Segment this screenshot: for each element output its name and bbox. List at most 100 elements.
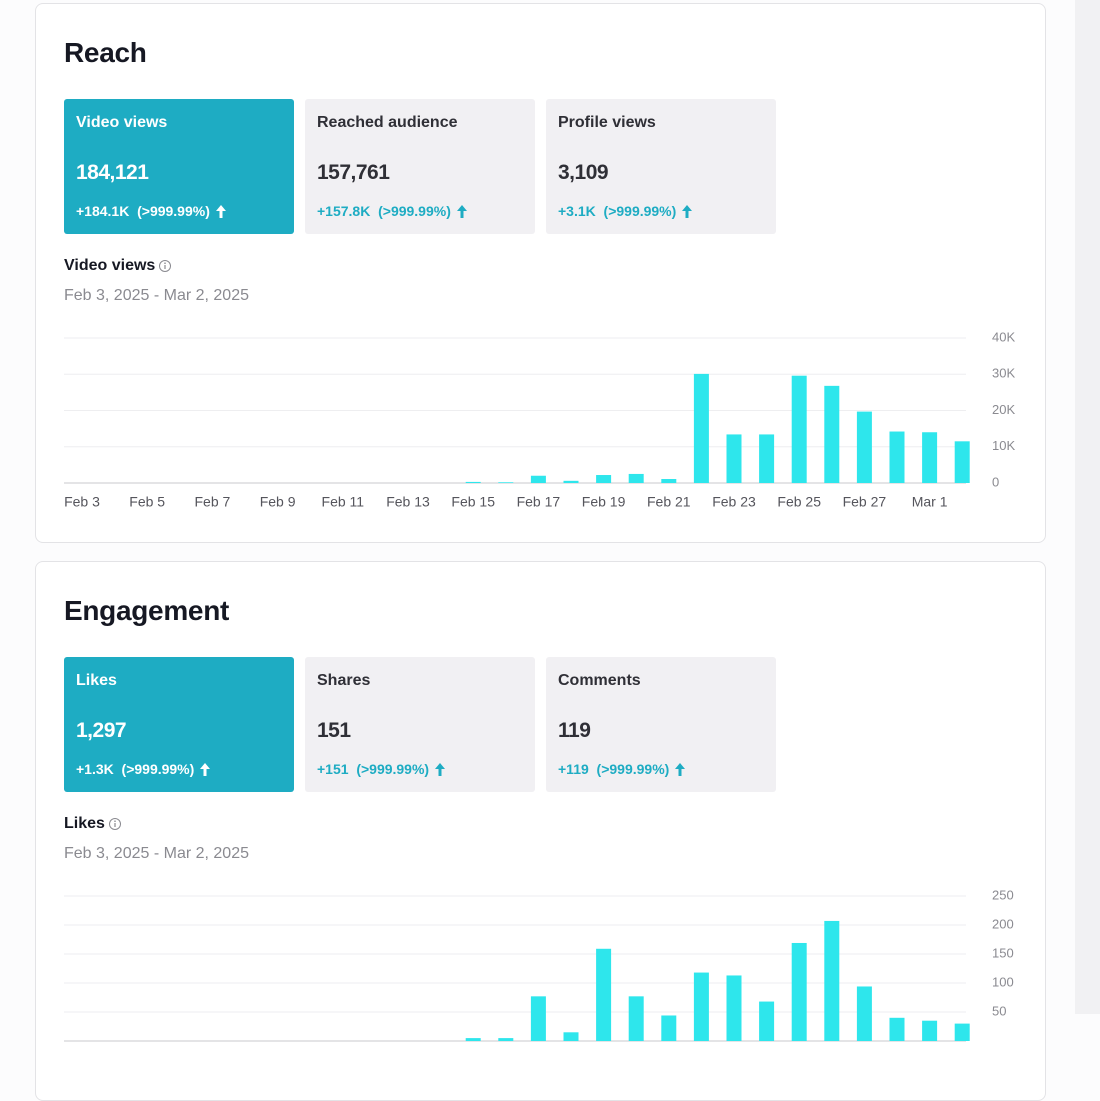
- metric-delta: +119 (>999.99%): [558, 761, 670, 777]
- up-arrow: [435, 762, 446, 776]
- y-tick-label: 50: [992, 1003, 1006, 1018]
- section-title: Engagement: [64, 595, 230, 626]
- chart-title-row: Video views: [64, 257, 172, 275]
- metric-delta-row: +157.8K (>999.99%): [317, 203, 467, 219]
- metric-delta: +157.8K (>999.99%): [317, 203, 451, 219]
- bar: [922, 432, 938, 483]
- metric-delta: +151 (>999.99%): [317, 761, 430, 777]
- bar: [563, 1032, 579, 1041]
- up-arrow-shape: [682, 204, 693, 218]
- bar: [465, 481, 481, 483]
- bar: [465, 1038, 481, 1041]
- x-tick-label: Feb 11: [322, 494, 365, 510]
- bar: [596, 948, 612, 1041]
- x-tick-label: Feb 15: [451, 494, 495, 510]
- metric-tile[interactable]: Comments 119 +119 (>999.99%): [546, 657, 776, 792]
- info-dot: [114, 820, 116, 822]
- y-tick-label: 200: [992, 916, 1014, 931]
- metric-delta-row: +1.3K (>999.99%): [76, 761, 211, 777]
- metric-tile[interactable]: Shares 151 +151 (>999.99%): [305, 657, 535, 792]
- y-tick-label: 30K: [992, 366, 1015, 381]
- y-tick-label: 40K: [992, 329, 1015, 344]
- up-arrow-shape: [456, 204, 467, 218]
- metric-delta: +1.3K (>999.99%): [76, 761, 195, 777]
- bar: [726, 434, 742, 483]
- metric-tile[interactable]: Reached audience 157,761 +157.8K (>999.99%…: [305, 99, 535, 234]
- info-icon: [159, 260, 172, 272]
- metric-delta-row: +3.1K (>999.99%): [558, 203, 693, 219]
- section-title: Reach: [64, 37, 147, 68]
- bar: [498, 1038, 514, 1041]
- up-arrow: [682, 204, 693, 218]
- chart-title: Video views: [64, 257, 156, 274]
- bar: [596, 475, 612, 483]
- y-tick-label: 150: [992, 945, 1014, 960]
- bar: [824, 920, 840, 1041]
- x-tick-label: Feb 7: [194, 494, 230, 510]
- metric-label: Reached audience: [317, 114, 458, 131]
- x-tick-label: Feb 23: [712, 494, 756, 510]
- scrollbar-track: [1075, 0, 1100, 1014]
- metric-tile[interactable]: Video views 184,121 +184.1K (>999.99%): [64, 99, 294, 234]
- metric-label: Shares: [317, 672, 371, 689]
- bar: [661, 1015, 677, 1041]
- bar: [824, 385, 840, 483]
- up-arrow-shape: [215, 204, 226, 218]
- x-tick-label: Mar 1: [912, 494, 948, 510]
- y-tick-label: 10K: [992, 438, 1015, 453]
- x-tick-label: Feb 25: [777, 494, 821, 510]
- x-tick-label: Feb 13: [386, 494, 430, 510]
- up-arrow-shape: [435, 762, 446, 776]
- up-arrow-shape: [675, 762, 686, 776]
- info-dot: [164, 262, 167, 264]
- metric-delta-row: +151 (>999.99%): [317, 761, 446, 777]
- x-tick-label: Feb 9: [260, 494, 296, 510]
- metric-label: Profile views: [558, 114, 656, 131]
- metric-label: Comments: [558, 672, 641, 689]
- chart-subtitle: Feb 3, 2025 - Mar 2, 2025: [64, 845, 249, 862]
- x-tick-label: Feb 19: [582, 494, 626, 510]
- chart-subtitle: Feb 3, 2025 - Mar 2, 2025: [64, 287, 249, 304]
- up-arrow: [456, 204, 467, 218]
- y-tick-label: 0: [992, 474, 999, 489]
- bar: [759, 1001, 775, 1041]
- metric-tile[interactable]: Profile views 3,109 +3.1K (>999.99%): [546, 99, 776, 234]
- bar: [628, 473, 644, 483]
- bar: [954, 441, 970, 483]
- bar: [693, 972, 709, 1041]
- metric-label: Video views: [76, 114, 168, 131]
- bar: [628, 996, 644, 1041]
- y-tick-label: 100: [992, 974, 1014, 989]
- section-card: Reach Video views 184,121 +184.1K (>999.99%…: [35, 3, 1046, 543]
- bar: [922, 1020, 938, 1041]
- bar: [889, 1017, 905, 1041]
- metric-delta: +184.1K (>999.99%): [76, 203, 210, 219]
- chart-title: Likes: [64, 815, 105, 832]
- metric-tile[interactable]: Likes 1,297 +1.3K (>999.99%): [64, 657, 294, 792]
- bar: [498, 482, 514, 483]
- bar: [693, 373, 709, 483]
- up-arrow: [215, 204, 226, 218]
- up-arrow: [675, 762, 686, 776]
- bar: [563, 480, 579, 483]
- bar: [661, 479, 677, 483]
- bar: [530, 996, 546, 1041]
- up-arrow: [200, 762, 211, 776]
- metric-label: Likes: [76, 672, 117, 689]
- bar: [530, 475, 546, 483]
- metric-value: 157,761: [317, 161, 390, 184]
- chart: 50 100 150 200 250: [64, 887, 1014, 1042]
- bar: [954, 1023, 970, 1041]
- bar: [791, 942, 807, 1041]
- bar: [726, 975, 742, 1041]
- info-circle: [108, 818, 121, 830]
- page: Reach Video views 184,121 +184.1K (>999.99%…: [35, 0, 1100, 1101]
- x-tick-label: Feb 3: [64, 494, 100, 510]
- chart: 0 10K 20K 30K 40K Feb 3 Feb 5 Feb 7 Feb 9 Feb 11 F…: [64, 329, 1015, 510]
- up-arrow-shape: [200, 762, 211, 776]
- y-tick-label: 250: [992, 887, 1014, 902]
- metric-value: 184,121: [76, 161, 149, 184]
- x-tick-label: Feb 5: [129, 494, 165, 510]
- x-tick-label: Feb 21: [647, 494, 691, 510]
- metric-delta-row: +119 (>999.99%): [558, 761, 686, 777]
